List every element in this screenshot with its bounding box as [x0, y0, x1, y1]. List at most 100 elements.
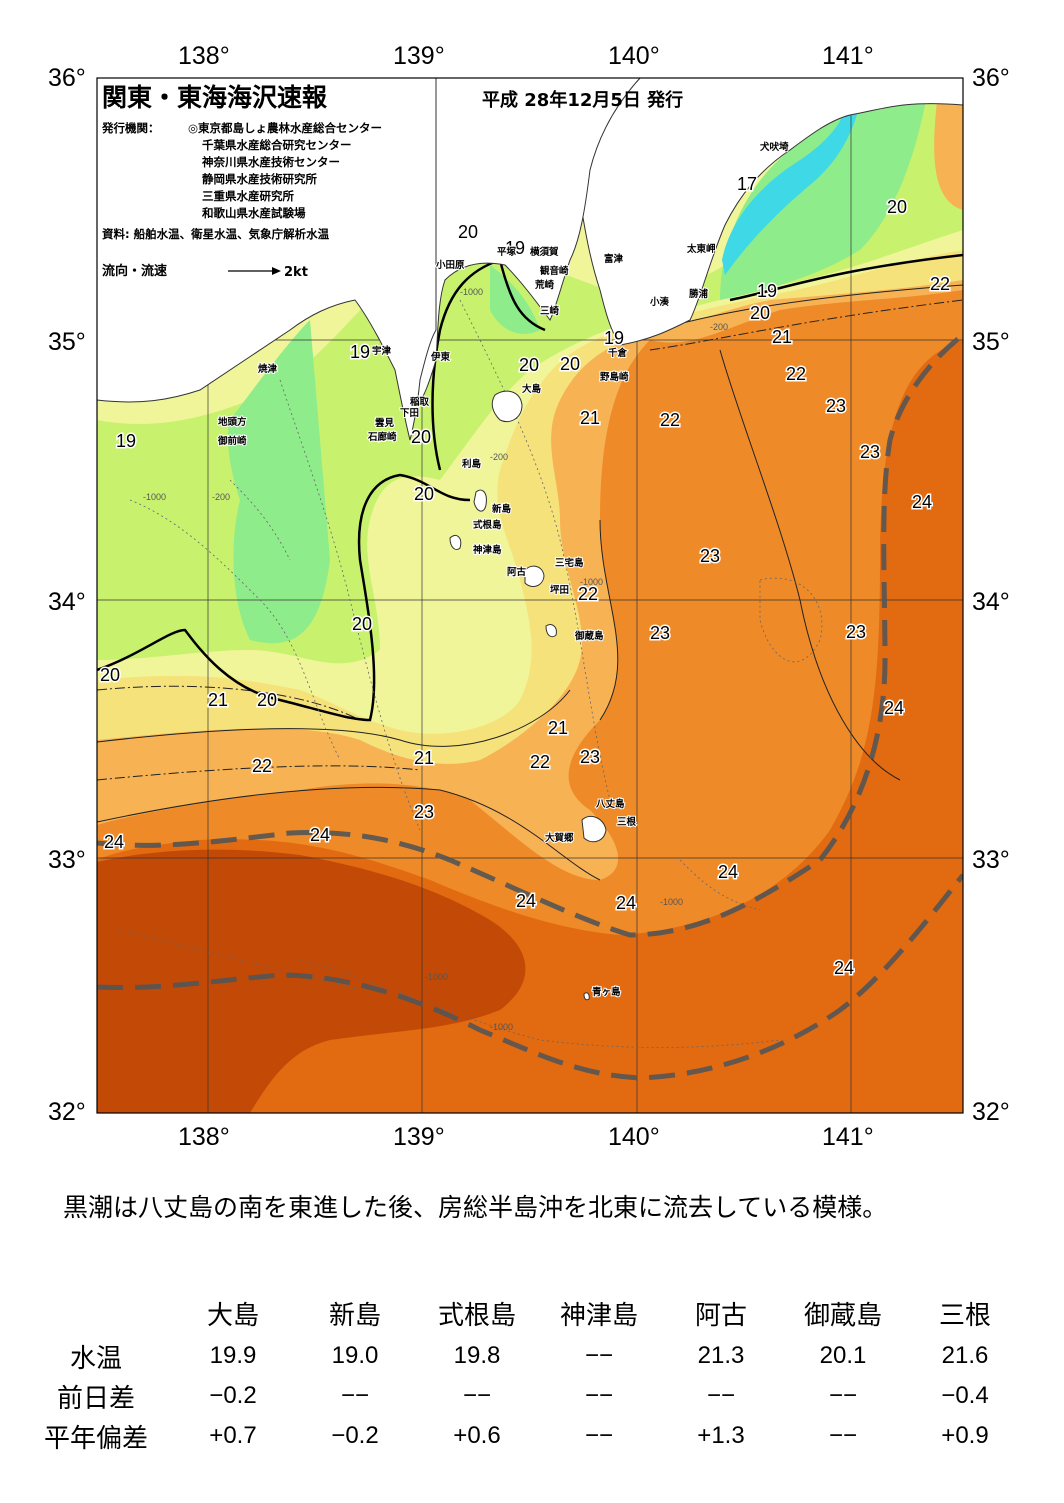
- isotherm-label: 19: [116, 431, 136, 451]
- isotherm-lines-dashdot: [97, 299, 963, 781]
- place-name: 御蔵島: [574, 630, 604, 642]
- place-name: 横須賀: [530, 246, 559, 258]
- place-name: 小田原: [435, 259, 465, 271]
- lat-label: 32°: [972, 1098, 1010, 1126]
- isotherm-label: 20: [257, 690, 277, 710]
- table-cell: −0.2: [331, 1422, 379, 1449]
- isotherm-label: 20: [352, 614, 372, 634]
- depth-label: -1000: [580, 577, 603, 587]
- isotherm-label: 21: [580, 408, 600, 428]
- isotherm-label: 24: [516, 891, 536, 911]
- isotherm-label: 24: [616, 893, 636, 913]
- table-row: 前日差 −0.2 −− −− −− −− −− −0.4: [20, 1376, 1026, 1416]
- publisher: 三重県水産研究所: [202, 189, 294, 203]
- place-name: 神津島: [473, 544, 502, 556]
- publisher: ◎東京都島しょ農林水産総合センター: [188, 121, 382, 135]
- isotherm-label: 19: [757, 281, 777, 301]
- current-legend-label: 流向・流速: [102, 263, 167, 279]
- table-cell: −−: [584, 1342, 614, 1369]
- map-frame: [96, 77, 964, 1114]
- land: [97, 78, 963, 1001]
- isotherm-label: 19: [350, 342, 370, 362]
- zone-18-suruga: [228, 320, 330, 644]
- place-name: 稲取: [410, 396, 430, 408]
- row-label: 平年偏差: [43, 1423, 148, 1454]
- lon-label: 138°: [178, 1123, 230, 1151]
- place-name: 平塚: [497, 246, 517, 258]
- isotherm-label: 20: [887, 197, 907, 217]
- place-name: 三崎: [540, 305, 560, 317]
- land-oshima: [491, 390, 523, 423]
- isotherm-label: 21: [548, 718, 568, 738]
- column-header: 大島: [206, 1300, 259, 1331]
- kuroshio-axis: [97, 333, 963, 1081]
- isotherm-label: 23: [580, 747, 600, 767]
- isotherm-label: 22: [252, 756, 272, 776]
- table-cell: −−: [584, 1382, 614, 1409]
- land-miyakejima: [524, 565, 545, 587]
- column-header: 阿古: [694, 1300, 747, 1331]
- temperature-field: [97, 78, 963, 1113]
- publisher-label: 発行機関：: [101, 121, 160, 135]
- lat-label: 32°: [48, 1098, 86, 1126]
- place-name: 荒崎: [534, 279, 555, 291]
- isotherm-label: 22: [930, 274, 950, 294]
- lat-label: 33°: [48, 846, 86, 874]
- table-cell: 19.8: [453, 1342, 501, 1369]
- depth-label: -1000: [143, 492, 166, 502]
- zone-17: [722, 95, 862, 275]
- isotherm-label: 23: [826, 396, 846, 416]
- table-cell: 20.1: [819, 1342, 867, 1369]
- isotherm-label: 19: [505, 238, 525, 258]
- publisher: 千葉県水産総合研究センター: [202, 138, 352, 152]
- data-sources: 資料: 船舶水温、衛星水温、気象庁解析水温: [102, 227, 330, 241]
- depth-labels: -200 -1000 -200 -1000 -1000 -1000 -1000 …: [143, 287, 728, 1032]
- column-header: 式根島: [437, 1300, 516, 1331]
- land-izu: [97, 78, 437, 441]
- lat-label: 33°: [972, 846, 1010, 874]
- isotherm-label: 20: [519, 355, 539, 375]
- zone-25: [97, 849, 526, 1113]
- land-aogashima: [583, 992, 590, 1001]
- lat-labels-left: 36° 35° 34° 33° 32°: [48, 64, 86, 1126]
- issue-date: 平成 28年12月5日 発行: [482, 89, 683, 111]
- table-cell: 19.9: [209, 1342, 257, 1369]
- current-legend-speed: 2kt: [284, 265, 308, 280]
- lon-label: 139°: [393, 1123, 445, 1151]
- place-name: 大賀郷: [545, 832, 574, 844]
- place-name: 宇津: [372, 345, 392, 357]
- isotherm-label: 20: [411, 427, 431, 447]
- place-name: 三根: [617, 816, 637, 828]
- publisher: 和歌山県水産試験場: [202, 206, 306, 220]
- place-name: 千倉: [608, 347, 628, 359]
- isotherm-label: 19: [604, 328, 624, 348]
- depth-label: -1000: [460, 287, 483, 297]
- land-mikurajima: [545, 624, 557, 638]
- column-header: 神津島: [559, 1300, 638, 1331]
- isotherm-label: 23: [650, 623, 670, 643]
- place-name: 観音崎: [540, 265, 569, 277]
- lat-label: 34°: [972, 588, 1010, 616]
- land-niijima: [473, 489, 487, 512]
- publisher: 静岡県水産技術研究所: [202, 172, 317, 186]
- isotherm-labels: 17 19 20 20 21 22 19 19 19 20 20 20 20 2…: [99, 173, 952, 980]
- sea-temperature-map: 138° 139° 140° 141° 138° 139° 140° 141° …: [48, 42, 1010, 1151]
- isotherm-label: 24: [912, 492, 932, 512]
- table-cell: 19.0: [331, 1342, 379, 1369]
- lat-label: 35°: [48, 328, 86, 356]
- depth-label: -200: [490, 452, 508, 462]
- isotherm-label: 21: [414, 748, 434, 768]
- table-cell: −0.2: [209, 1382, 257, 1409]
- row-label: 前日差: [56, 1383, 135, 1414]
- lat-label: 35°: [972, 328, 1010, 356]
- column-header: 三根: [938, 1300, 991, 1331]
- current-arrow-icon: [228, 267, 281, 275]
- table-cell: −−: [828, 1422, 858, 1449]
- place-name: 勝浦: [689, 288, 709, 300]
- map-title: 関東・東海海沢速報: [102, 83, 328, 112]
- table-cell: −−: [340, 1382, 370, 1409]
- place-name: 利島: [461, 458, 482, 470]
- table-cell: +1.3: [697, 1422, 745, 1449]
- place-name: 新島: [492, 503, 512, 515]
- isotherm-label: 20: [560, 354, 580, 374]
